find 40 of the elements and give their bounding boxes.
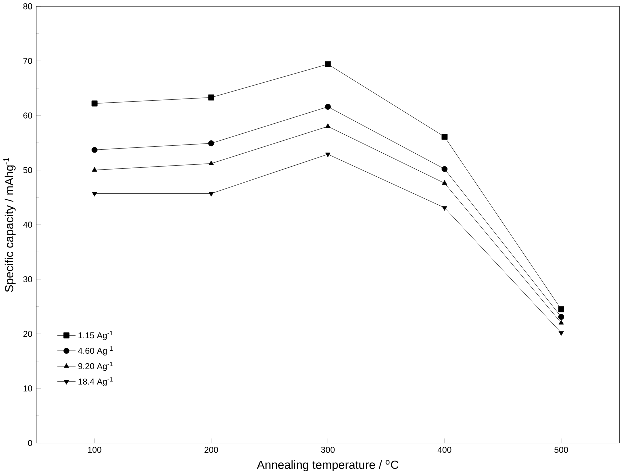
point: [92, 100, 98, 107]
point: [442, 166, 448, 172]
legend-label: 18.4 Ag$^{-1}$: [78, 377, 113, 387]
legend-label: 4.60 Ag$^{-1}$: [78, 346, 113, 356]
legend-label: 1.15 Ag$^{-1}$: [78, 331, 113, 340]
legend-label: 9.20 Ag$^{-1}$: [78, 362, 113, 372]
y-tick-label: 80: [24, 4, 32, 10]
y-axis-title: Specific capacity / mAhg$^{-1}$: [4, 158, 16, 292]
point: [326, 124, 331, 128]
point: [442, 206, 448, 211]
point: [558, 314, 564, 320]
x-tick-label: 300: [321, 447, 335, 454]
y-tick-label: 20: [24, 331, 32, 338]
y-tick-label: 40: [23, 222, 32, 228]
point: [558, 306, 564, 312]
point: [92, 167, 98, 172]
y-tick-label: 50: [24, 167, 32, 174]
y-tick-label: 30: [24, 276, 32, 283]
point: [208, 192, 214, 197]
point: [325, 61, 332, 68]
point: [92, 192, 98, 197]
x-tick-label: 500: [554, 447, 568, 454]
y-tick-label: 70: [24, 58, 32, 64]
point: [558, 331, 564, 336]
x-tick-label: 100: [88, 447, 102, 454]
y-tick-label: 10: [24, 386, 32, 392]
point: [558, 320, 564, 325]
point: [208, 140, 214, 147]
point: [208, 160, 214, 166]
y-tick-label: 0: [28, 440, 32, 446]
x-tick-label: 200: [204, 447, 218, 454]
point: [325, 104, 332, 110]
point: [442, 180, 448, 186]
y-tick-label: 60: [24, 112, 32, 119]
point: [442, 134, 448, 140]
x-axis-title: Annealing temperature / $^{o}$C: [257, 460, 399, 472]
point: [326, 152, 331, 158]
point: [208, 94, 214, 101]
x-tick-label: 400: [438, 447, 452, 454]
point: [92, 147, 98, 154]
